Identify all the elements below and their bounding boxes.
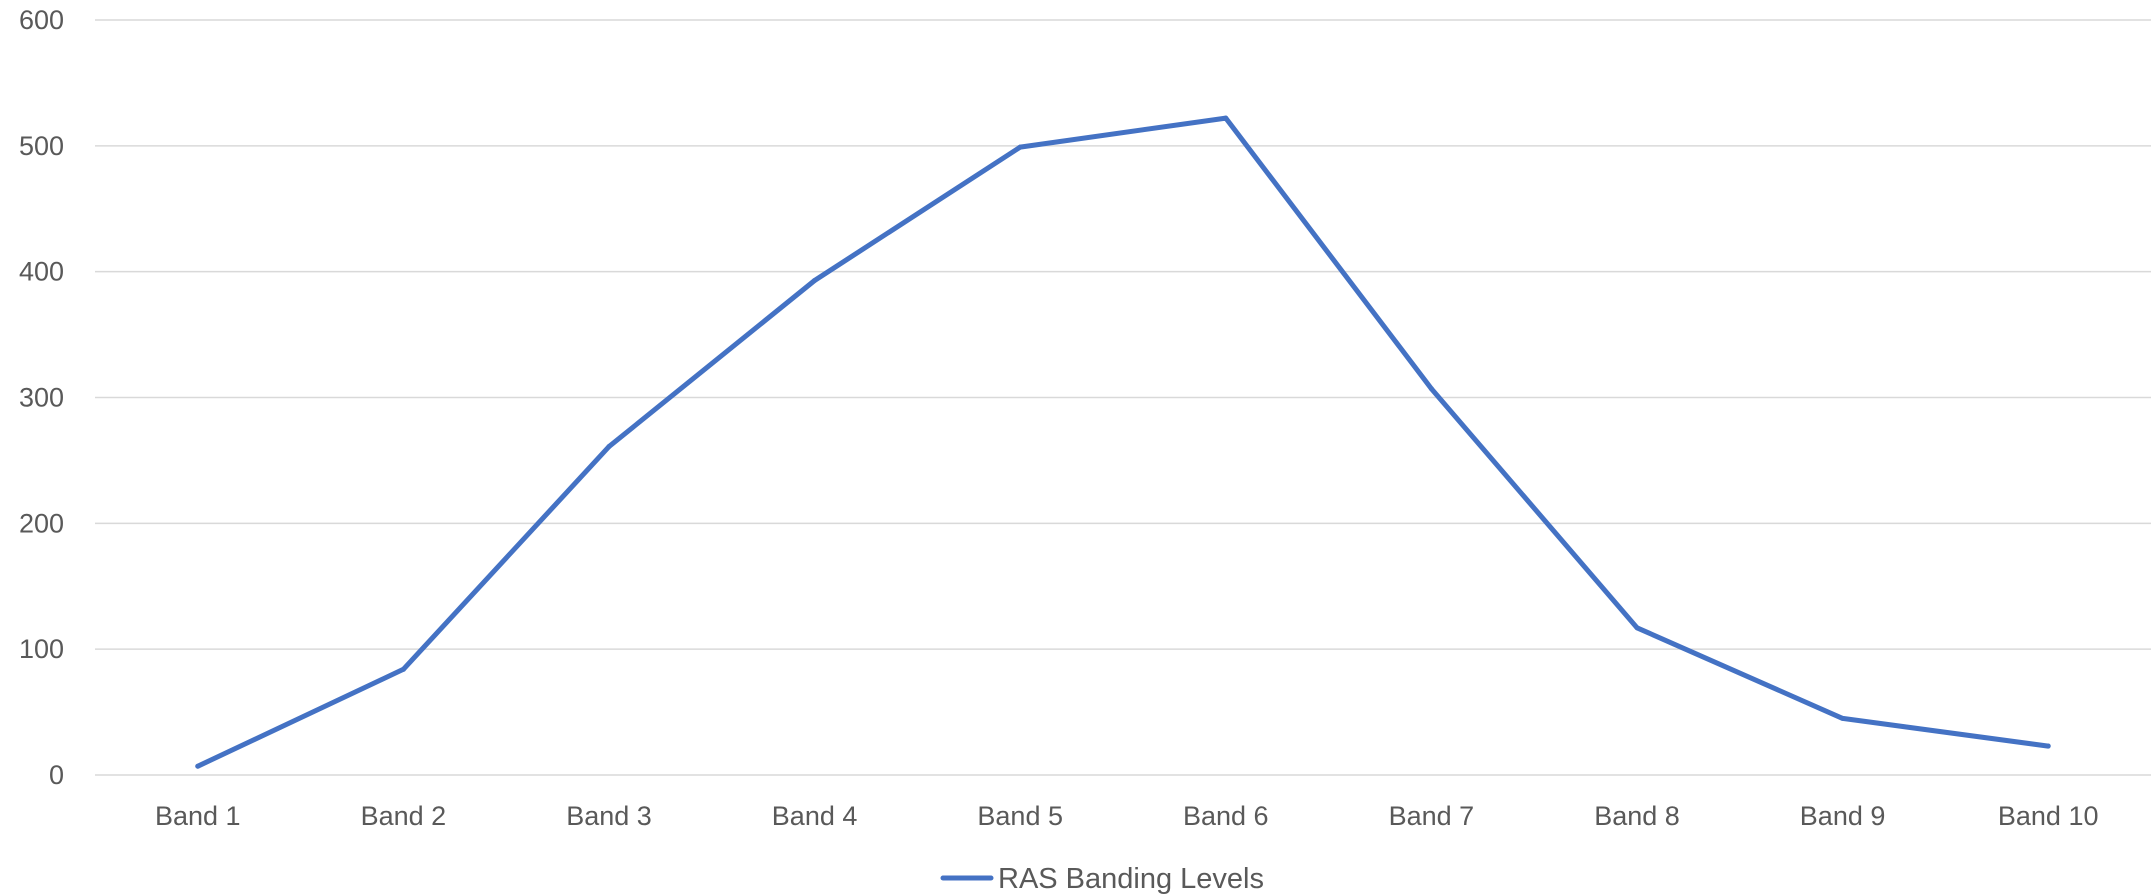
data-point — [2045, 743, 2051, 749]
y-tick-label: 600 — [19, 5, 64, 35]
x-tick-label: Band 1 — [155, 801, 241, 831]
y-tick-label: 300 — [19, 383, 64, 413]
x-tick-label: Band 2 — [361, 801, 447, 831]
y-tick-label: 200 — [19, 508, 64, 538]
y-tick-label: 100 — [19, 634, 64, 664]
x-tick-label: Band 5 — [977, 801, 1063, 831]
legend-label: RAS Banding Levels — [998, 863, 1264, 894]
y-tick-label: 0 — [49, 760, 64, 790]
data-point — [1428, 386, 1434, 392]
series-lines — [195, 115, 2051, 769]
y-tick-label: 400 — [19, 257, 64, 287]
data-point — [195, 763, 201, 769]
x-tick-label: Band 4 — [772, 801, 858, 831]
x-axis-tick-labels: Band 1 Band 2 Band 3 Band 4 Band 5 Band 6 Band… — [155, 801, 2098, 831]
x-tick-label: Band 3 — [566, 801, 652, 831]
legend: RAS Banding Levels — [940, 863, 1264, 894]
x-tick-label: Band 9 — [1800, 801, 1886, 831]
y-axis-tick-labels: 0 100 200 300 400 500 600 — [19, 5, 64, 790]
x-tick-label: Band 6 — [1183, 801, 1269, 831]
data-point — [1840, 715, 1846, 721]
data-point — [1017, 144, 1023, 150]
gridlines — [95, 19, 2151, 776]
series-line — [195, 115, 2051, 769]
data-point — [1634, 625, 1640, 631]
data-point — [812, 277, 818, 283]
data-point — [400, 666, 406, 672]
data-point — [606, 444, 612, 450]
x-tick-label: Band 10 — [1998, 801, 2099, 831]
x-tick-label: Band 7 — [1389, 801, 1475, 831]
y-tick-label: 500 — [19, 131, 64, 161]
data-point — [1223, 115, 1229, 121]
x-tick-label: Band 8 — [1594, 801, 1680, 831]
